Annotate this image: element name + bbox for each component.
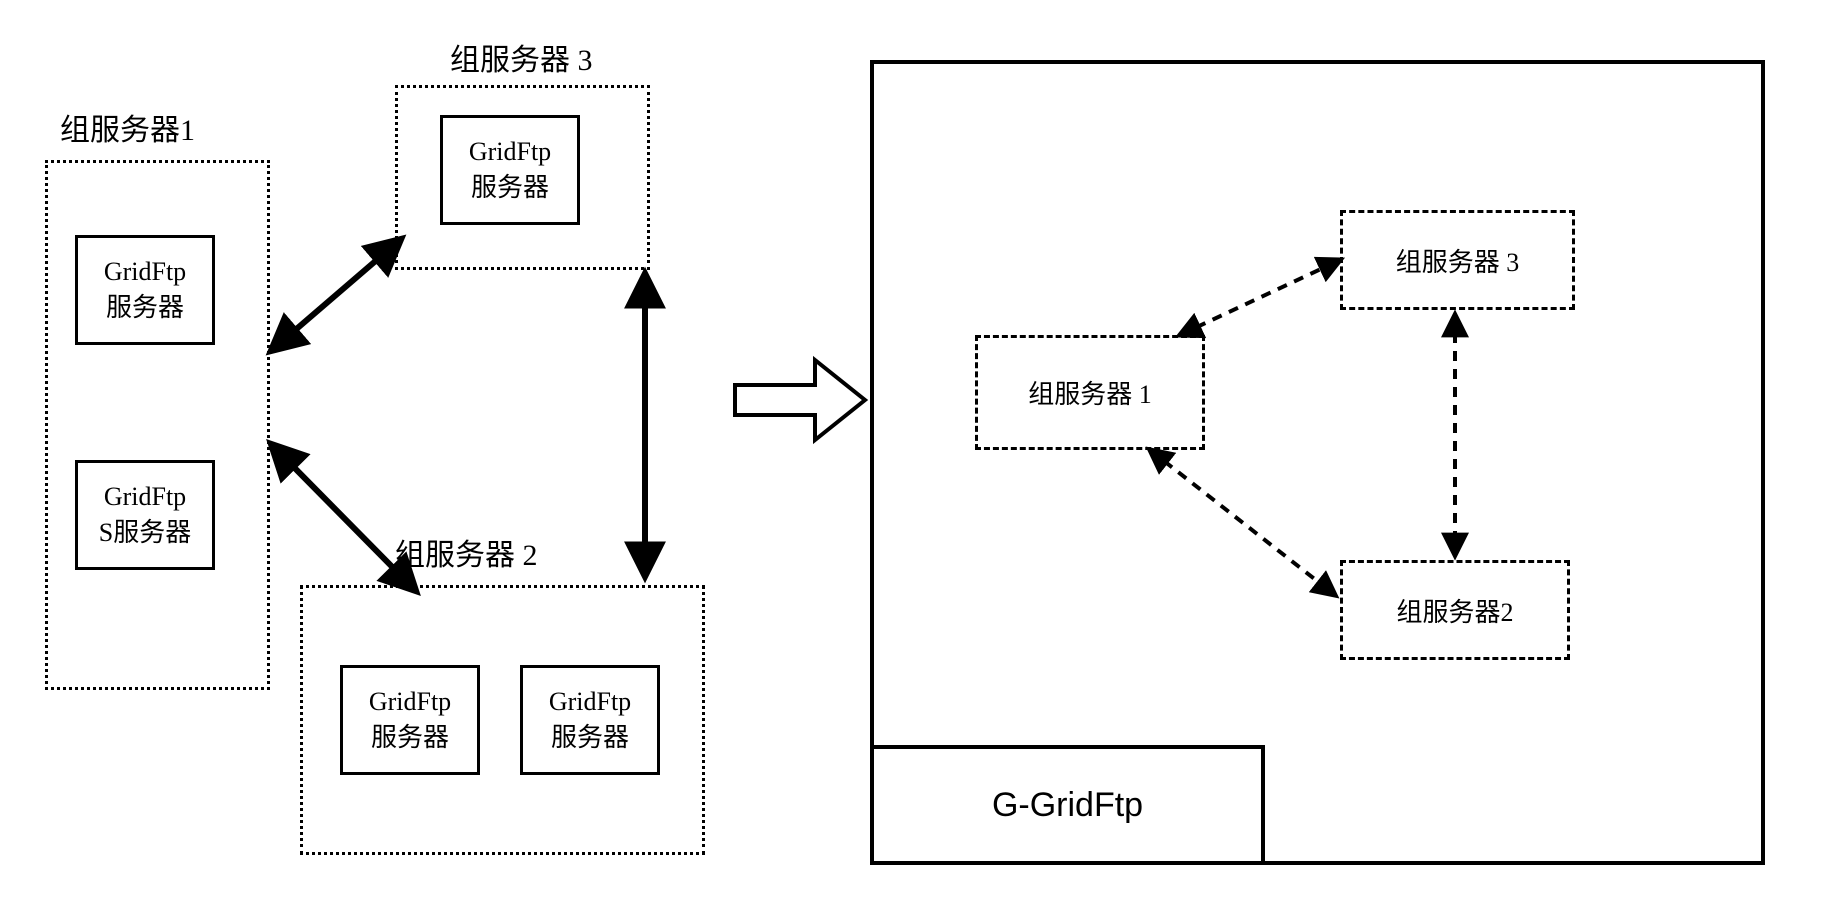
group3-node-a: GridFtp 服务器: [440, 115, 580, 225]
group1-node-b: GridFtp S服务器: [75, 460, 215, 570]
right-node-2: 组服务器2: [1340, 560, 1570, 660]
brand-box: G-GridFtp: [870, 745, 1265, 865]
right-node-1: 组服务器 1: [975, 335, 1205, 450]
group1-title: 组服务器1: [60, 105, 195, 149]
diagram-canvas: 组服务器1 GridFtp 服务器 GridFtp S服务器 组服务器 3 Gr…: [0, 0, 1832, 897]
group1-node-a: GridFtp 服务器: [75, 235, 215, 345]
right-node-3: 组服务器 3: [1340, 210, 1575, 310]
arrow-g1-g2: [272, 445, 415, 590]
group3-title: 组服务器 3: [450, 35, 593, 79]
group2-node-b: GridFtp 服务器: [520, 665, 660, 775]
group2-title: 组服务器 2: [395, 530, 538, 574]
big-arrow-icon: [735, 360, 865, 440]
group2-node-a: GridFtp 服务器: [340, 665, 480, 775]
brand-label: G-GridFtp: [992, 786, 1143, 825]
arrow-g1-g3: [272, 240, 400, 350]
